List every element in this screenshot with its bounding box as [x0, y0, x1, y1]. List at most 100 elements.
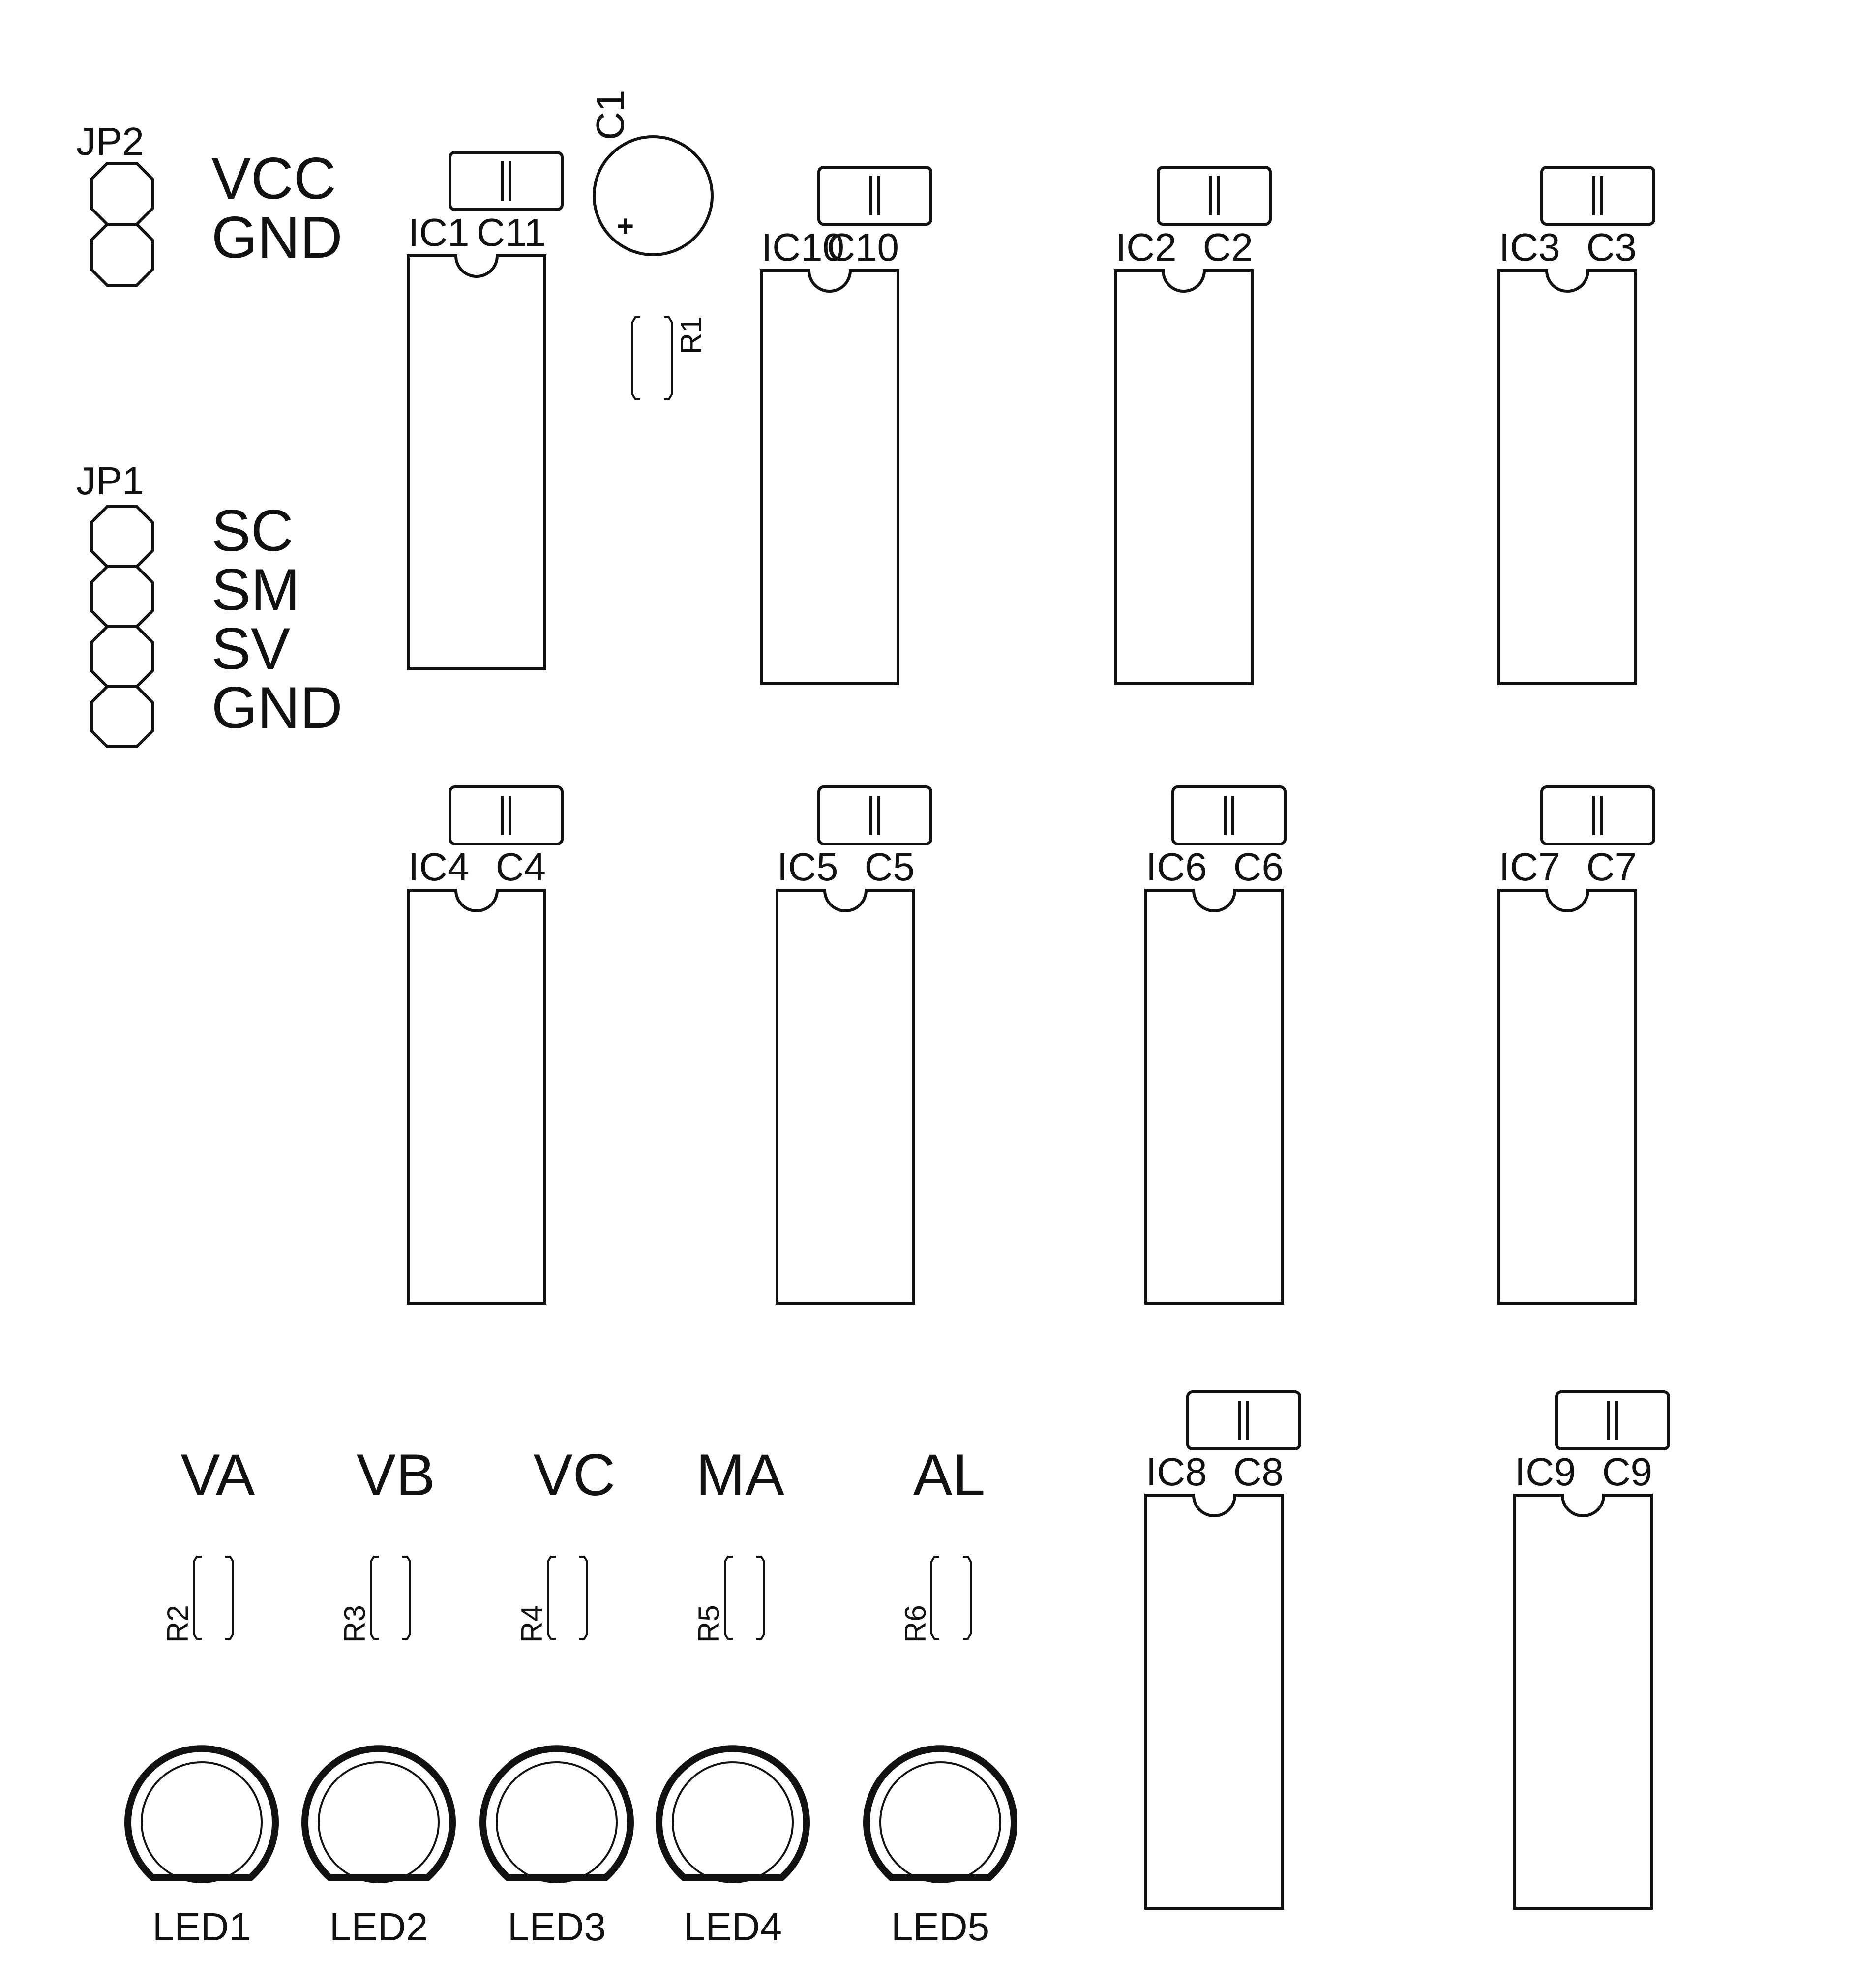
- c1-capacitor: C1 +: [588, 90, 714, 256]
- capacitor-c8: [1186, 1390, 1301, 1450]
- led-led3: LED3: [479, 1745, 634, 1949]
- ic-outline: [1144, 1494, 1284, 1910]
- resistor-label: R2: [161, 1605, 194, 1643]
- ic-ic2: IC2 C2: [1114, 166, 1272, 685]
- jp1-pin-3: [90, 625, 154, 688]
- signal-label: VB: [357, 1442, 435, 1508]
- ic-outline: [1144, 889, 1284, 1305]
- indicator-vc: VC R4 LED3: [479, 1442, 634, 1949]
- jp2-label: JP2: [76, 120, 144, 163]
- ic-label: IC6: [1146, 845, 1207, 889]
- resistor-r4: R4: [515, 1556, 588, 1643]
- c1-label: C1: [588, 90, 632, 140]
- jp1-pin-4: [90, 685, 154, 748]
- jp1-pin-label-gnd: GND: [211, 675, 343, 741]
- jp2-header: JP2 VCC GND: [76, 120, 343, 287]
- cap-label: C7: [1586, 845, 1637, 889]
- cap-label: C2: [1203, 225, 1253, 269]
- ic-label: IC5: [777, 845, 838, 889]
- jp2-pin-label-vcc: VCC: [211, 146, 336, 211]
- jp2-pin-label-gnd: GND: [211, 205, 343, 271]
- signal-label: AL: [913, 1442, 986, 1508]
- capacitor-c7: [1540, 785, 1655, 845]
- resistor-r5: R5: [692, 1556, 765, 1643]
- indicator-leds: VA R2 LED1 VB R3 LED2 VC R4 LED3 MA R5 LED4 AL R6 LED5: [124, 1442, 1017, 1949]
- capacitor-c11: [449, 151, 564, 211]
- ic-ic3: IC3 C3: [1497, 166, 1655, 685]
- signal-label: VA: [180, 1442, 255, 1508]
- cap-label: C10: [827, 225, 899, 269]
- indicator-va: VA R2 LED1: [124, 1442, 279, 1949]
- resistor-label: R4: [515, 1605, 548, 1643]
- ic-label: IC7: [1499, 845, 1560, 889]
- ic-ic1: IC1 C11: [407, 151, 564, 670]
- cap-label: C3: [1586, 225, 1637, 269]
- ic-outline: [1513, 1494, 1653, 1910]
- ic-outline: [776, 889, 915, 1305]
- ic-ic9: IC9 C9: [1513, 1390, 1670, 1910]
- jp1-header: JP1 SC SM SV GND: [76, 459, 343, 748]
- ic-outline: [407, 889, 546, 1305]
- indicator-vb: VB R3 LED2: [301, 1442, 456, 1949]
- jp1-pin-label-sv: SV: [211, 616, 290, 682]
- capacitor-c3: [1540, 166, 1655, 226]
- resistor-r2: R2: [161, 1556, 234, 1643]
- jp2-pin-2: [90, 223, 154, 287]
- jp1-pin-1: [90, 505, 154, 568]
- led-label: LED5: [891, 1905, 989, 1949]
- ic-ic4: IC4 C4: [407, 785, 564, 1305]
- led-label: LED4: [684, 1905, 782, 1949]
- resistor-r6: R6: [899, 1556, 972, 1643]
- r1-label: R1: [675, 316, 708, 354]
- capacitor-c10: [817, 166, 932, 226]
- r1-resistor: R1: [631, 316, 708, 400]
- led-led2: LED2: [301, 1745, 456, 1949]
- resistor-label: R6: [899, 1605, 932, 1643]
- capacitor-c2: [1157, 166, 1272, 226]
- ic-label: IC3: [1499, 225, 1560, 269]
- ic-outline: [1114, 269, 1254, 685]
- led-led5: LED5: [863, 1745, 1017, 1949]
- ic-label: IC9: [1515, 1450, 1576, 1494]
- jp1-pin-2: [90, 565, 154, 628]
- resistor-label: R5: [692, 1605, 725, 1643]
- cap-label: C5: [865, 845, 915, 889]
- ic-ic5: IC5 C5: [776, 785, 932, 1305]
- signal-label: VC: [534, 1442, 616, 1508]
- indicator-ma: MA R5 LED4: [656, 1442, 810, 1949]
- led-led4: LED4: [656, 1745, 810, 1949]
- cap-label: C4: [496, 845, 546, 889]
- ic-ic8: IC8 C8: [1144, 1390, 1301, 1910]
- jp1-pin-label-sc: SC: [211, 498, 294, 564]
- ic-label: IC2: [1115, 225, 1177, 269]
- indicator-al: AL R6 LED5: [863, 1442, 1017, 1949]
- resistor-label: R3: [338, 1605, 371, 1643]
- ic-label: IC8: [1146, 1450, 1207, 1494]
- cap-label: C8: [1233, 1450, 1284, 1494]
- cap-label: C6: [1233, 845, 1284, 889]
- jp1-label: JP1: [76, 459, 144, 503]
- cap-label: C9: [1602, 1450, 1652, 1494]
- jp2-pin-1: [90, 162, 154, 226]
- led-label: LED2: [329, 1905, 428, 1949]
- ic-outline: [760, 269, 899, 685]
- jp1-pin-label-sm: SM: [211, 557, 300, 623]
- ic-outline: [1497, 889, 1637, 1305]
- capacitor-c5: [817, 785, 932, 845]
- c1-polarity-mark: +: [617, 210, 634, 242]
- led-label: LED1: [152, 1905, 251, 1949]
- signal-label: MA: [696, 1442, 784, 1508]
- led-label: LED3: [508, 1905, 606, 1949]
- ic-outline: [407, 254, 546, 670]
- ic-label: IC1: [408, 211, 470, 254]
- resistor-r3: R3: [338, 1556, 411, 1643]
- ic-ic6: IC6 C6: [1144, 785, 1287, 1305]
- capacitor-c4: [449, 785, 564, 845]
- capacitor-c6: [1171, 785, 1287, 845]
- ic-ic7: IC7 C7: [1497, 785, 1655, 1305]
- ic-outline: [1497, 269, 1637, 685]
- ic-label: IC4: [408, 845, 470, 889]
